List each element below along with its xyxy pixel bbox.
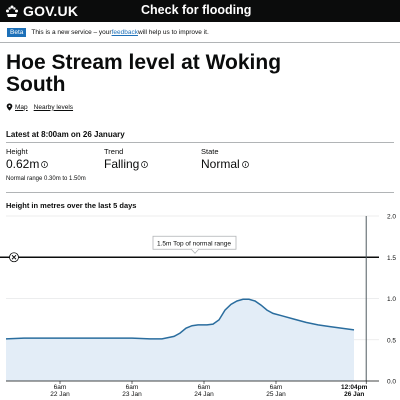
info-icon[interactable] bbox=[41, 160, 49, 168]
govuk-logo[interactable]: GOV.UK bbox=[5, 2, 78, 20]
nearby-levels-link[interactable]: Nearby levels bbox=[33, 103, 74, 111]
state-stat: State Normal bbox=[201, 147, 249, 171]
x-tick-time: 6am bbox=[126, 384, 139, 391]
latest-divider bbox=[6, 142, 394, 143]
feedback-link[interactable]: feedback bbox=[111, 29, 138, 36]
threshold-label: 1.5m Top of normal range bbox=[157, 240, 231, 247]
map-pin-icon bbox=[6, 103, 13, 111]
logo-text: GOV.UK bbox=[23, 3, 79, 19]
height-stat: Height 0.62m bbox=[6, 147, 49, 171]
state-label: State bbox=[201, 147, 219, 156]
x-tick-time: 6am bbox=[198, 384, 211, 391]
station-links: Map Nearby levels bbox=[6, 103, 73, 111]
x-tick-date: 22 Jan bbox=[50, 391, 70, 398]
trend-value-row: Falling bbox=[104, 157, 149, 171]
map-link[interactable]: Map bbox=[15, 103, 28, 111]
level-area bbox=[6, 299, 354, 381]
x-tick-date: 23 Jan bbox=[122, 391, 142, 398]
crown-icon bbox=[6, 5, 18, 17]
site-header: GOV.UK Check for flooding bbox=[0, 0, 400, 22]
section-divider bbox=[6, 192, 394, 193]
x-tick-time: 6am bbox=[54, 384, 67, 391]
x-tick-time: 6am bbox=[270, 384, 283, 391]
height-label: Height bbox=[6, 147, 28, 156]
beta-tag: Beta bbox=[7, 28, 27, 37]
remove-threshold-button[interactable] bbox=[9, 252, 19, 263]
height-value-row: 0.62m bbox=[6, 157, 49, 171]
level-line bbox=[5, 298, 355, 340]
y-tick-label: 1.5 bbox=[387, 255, 396, 262]
phase-text-before: This is a new service – your bbox=[31, 29, 112, 36]
trend-label: Trend bbox=[104, 147, 124, 156]
normal-range-text: Normal range 0.30m to 1.50m bbox=[6, 176, 86, 182]
state-value-row: Normal bbox=[201, 157, 249, 171]
x-tick-date: 25 Jan bbox=[266, 391, 286, 398]
height-value: 0.62m bbox=[6, 157, 40, 171]
level-chart[interactable]: 1.5m Top of normal range 0.0 0.5 1.0 1.5 2.0… bbox=[0, 210, 400, 400]
threshold-tooltip: 1.5m Top of normal range bbox=[152, 235, 237, 254]
y-tick-labels: 0.0 0.5 1.0 1.5 2.0 bbox=[387, 214, 396, 386]
phase-text-after: will help us to improve it. bbox=[137, 29, 209, 36]
y-tick-label: 1.0 bbox=[387, 296, 396, 303]
trend-stat: Trend Falling bbox=[104, 147, 149, 171]
close-icon-cross bbox=[11, 254, 17, 260]
y-tick-label: 2.0 bbox=[387, 214, 396, 221]
y-tick-label: 0.0 bbox=[387, 379, 396, 386]
service-name[interactable]: Check for flooding bbox=[141, 3, 252, 17]
x-tick-date: 26 Jan bbox=[344, 391, 364, 398]
info-icon[interactable] bbox=[241, 160, 249, 168]
chart-heading: Height in metres over the last 5 days bbox=[6, 201, 137, 210]
y-tick-label: 0.5 bbox=[387, 337, 396, 344]
page-title: Hoe Stream level at Woking South bbox=[6, 51, 282, 96]
phase-divider bbox=[0, 42, 400, 43]
phase-banner: Beta This is a new service – your feedba… bbox=[7, 26, 393, 39]
x-tick-date: 24 Jan bbox=[194, 391, 214, 398]
threshold-tooltip-arrow bbox=[190, 248, 200, 254]
state-value: Normal bbox=[201, 157, 240, 171]
x-tick-time: 12:04pm bbox=[341, 384, 368, 391]
info-icon[interactable] bbox=[141, 160, 149, 168]
latest-heading: Latest at 8:00am on 26 January bbox=[6, 130, 125, 139]
trend-value: Falling bbox=[104, 157, 140, 171]
